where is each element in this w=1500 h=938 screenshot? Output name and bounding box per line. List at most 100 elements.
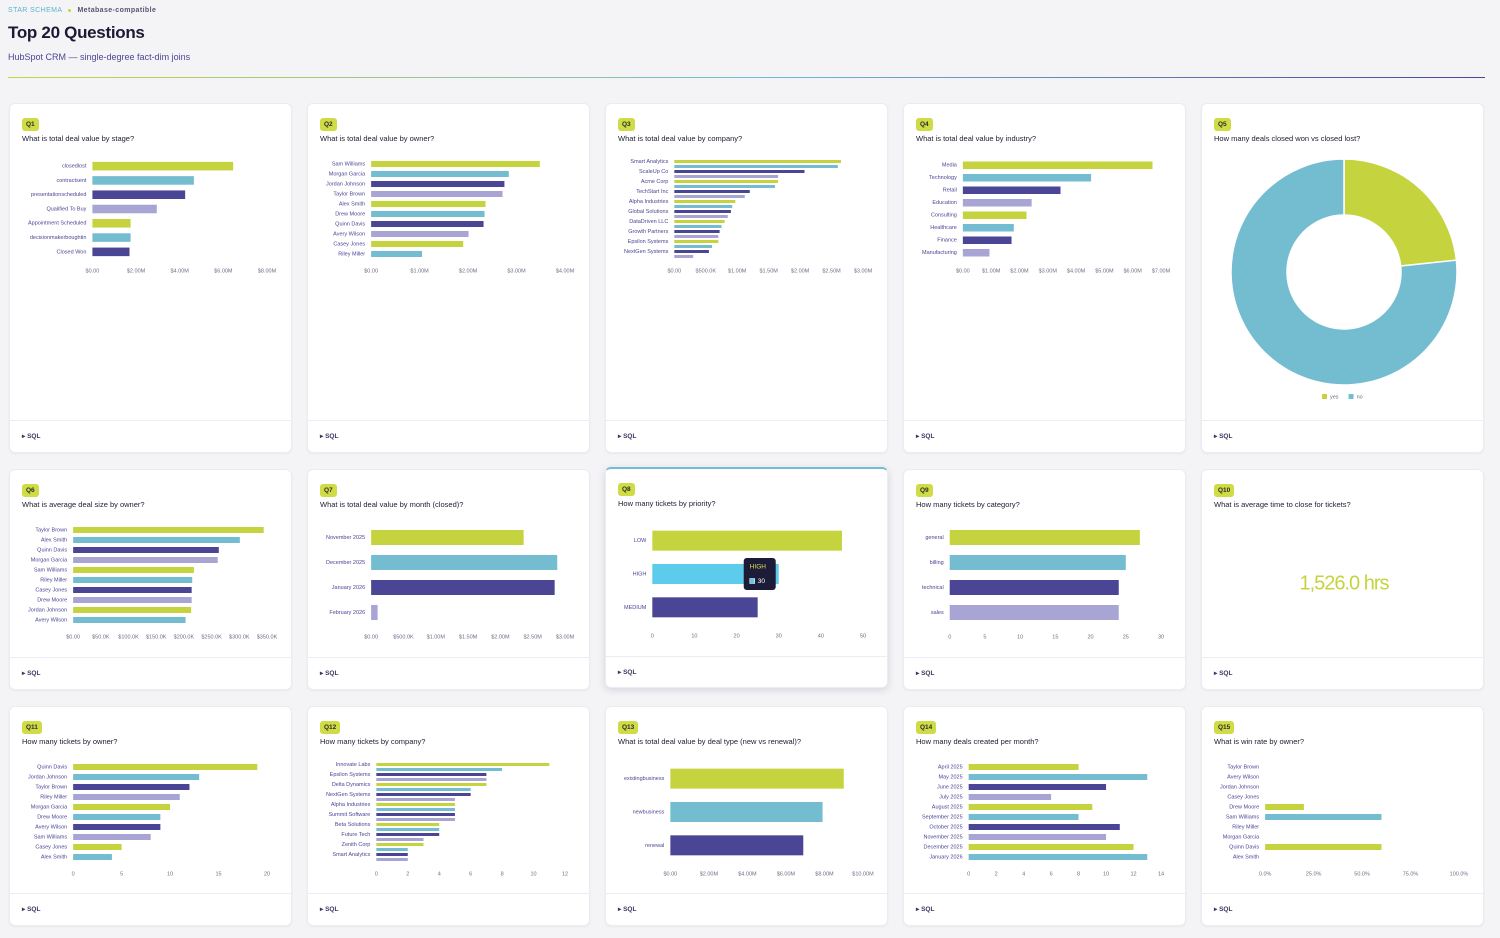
- x-tick-label: $2.50M: [822, 268, 841, 274]
- bar: [73, 794, 180, 800]
- card-footer-line: [606, 656, 887, 657]
- sql-toggle[interactable]: SQL: [618, 905, 636, 913]
- category-label: Taylor Brown: [35, 784, 67, 790]
- category-label: Media: [942, 163, 958, 169]
- category-label: Healthcare: [930, 225, 957, 231]
- bar: [371, 555, 558, 570]
- legend-label: no: [1357, 394, 1363, 400]
- x-tick-label: $3.00M: [556, 634, 575, 640]
- category-label: Avery Wilson: [35, 617, 67, 623]
- bar: [674, 170, 805, 173]
- bar: [376, 803, 455, 806]
- x-tick-label: $3.00M: [1039, 268, 1058, 274]
- bar: [376, 818, 455, 821]
- sql-toggle[interactable]: SQL: [1214, 432, 1232, 440]
- x-tick-label: 20: [1088, 634, 1094, 640]
- x-tick-label: $500.0K: [393, 634, 414, 640]
- bar: [674, 210, 731, 213]
- question-card: Q7 What is total deal value by month (clo…: [307, 469, 590, 690]
- x-tick-label: $150.0K: [146, 634, 167, 640]
- sql-toggle[interactable]: SQL: [22, 905, 40, 913]
- tooltip-swatch: [749, 578, 755, 584]
- divider: [8, 77, 1485, 78]
- category-label: May 2025: [939, 774, 963, 780]
- bar: [968, 834, 1107, 840]
- x-tick-label: 0: [72, 871, 75, 877]
- sql-toggle[interactable]: SQL: [618, 432, 636, 440]
- bar: [652, 597, 758, 618]
- category-label: Education: [932, 200, 956, 206]
- x-tick-label: $1.00M: [410, 268, 429, 274]
- sql-toggle[interactable]: SQL: [916, 669, 934, 677]
- category-label: Drew Moore: [335, 211, 365, 217]
- card-footer-line: [1202, 420, 1483, 421]
- bar: [73, 824, 161, 830]
- sql-toggle[interactable]: SQL: [320, 905, 338, 913]
- category-label: TechStart Inc: [636, 189, 668, 195]
- bar: [371, 605, 378, 620]
- category-label: NextGen Systems: [624, 249, 669, 255]
- sql-toggle[interactable]: SQL: [320, 432, 338, 440]
- card-footer-line: [10, 893, 291, 894]
- category-label: Drew Moore: [1229, 804, 1259, 810]
- bar: [73, 764, 258, 770]
- metric-value: 1,526.0 hrs: [1299, 572, 1389, 594]
- bar: [674, 180, 779, 183]
- x-tick-label: $0.00: [663, 871, 677, 877]
- question-badge: Q1: [22, 118, 39, 131]
- card-footer-line: [1202, 893, 1483, 894]
- sql-toggle[interactable]: SQL: [916, 905, 934, 913]
- sql-toggle[interactable]: SQL: [22, 669, 40, 677]
- x-tick-label: $300.0K: [229, 634, 250, 640]
- category-label: June 2025: [937, 784, 963, 790]
- category-label: NextGen Systems: [326, 792, 371, 798]
- bar: [962, 174, 1092, 182]
- card-footer-line: [904, 657, 1185, 658]
- category-label: renewal: [645, 843, 664, 849]
- bar: [371, 171, 509, 177]
- bar: [670, 835, 804, 856]
- sql-toggle[interactable]: SQL: [320, 669, 338, 677]
- bar: [674, 165, 838, 168]
- x-tick-label: $350.0K: [257, 634, 278, 640]
- bar: [73, 597, 192, 603]
- sql-toggle[interactable]: SQL: [618, 668, 636, 676]
- category-label: DataDriven LLC: [629, 219, 668, 225]
- category-label: Casey Jones: [1227, 794, 1259, 800]
- category-label: Alpha Industries: [629, 199, 669, 205]
- sql-toggle[interactable]: SQL: [22, 432, 40, 440]
- bar: [376, 768, 503, 771]
- separator: [68, 8, 72, 12]
- bar: [968, 824, 1120, 830]
- sql-toggle[interactable]: SQL: [1214, 669, 1232, 677]
- bar: [1265, 844, 1382, 850]
- category-label: Alpha Industries: [331, 802, 371, 808]
- x-tick-label: 10: [530, 871, 536, 877]
- category-label: decisionmakerboughtin: [30, 235, 87, 241]
- sql-toggle[interactable]: SQL: [916, 432, 934, 440]
- x-tick-label: 0: [651, 633, 654, 639]
- subtitle: HubSpot CRM — single-degree fact-dim joi…: [8, 52, 191, 62]
- question-badge: Q4: [916, 118, 933, 131]
- sql-toggle[interactable]: SQL: [1214, 905, 1232, 913]
- category-label: Taylor Brown: [333, 191, 365, 197]
- bar: [674, 200, 736, 203]
- bar: [376, 823, 440, 826]
- category-label: January 2026: [332, 585, 365, 591]
- category-label: Drew Moore: [37, 814, 67, 820]
- bar: [670, 802, 823, 822]
- question-text: What is average deal size by owner?: [22, 500, 145, 509]
- x-tick-label: 8: [501, 871, 504, 877]
- bar: [376, 808, 455, 811]
- category-label: Closed Won: [57, 249, 87, 255]
- card-footer-line: [308, 657, 589, 658]
- category-label: general: [925, 535, 943, 541]
- question-card: Q12 How many tickets by company? Innovate …: [307, 706, 590, 926]
- category-label: September 2025: [922, 814, 963, 820]
- legend-swatch: [1348, 394, 1354, 399]
- bar: [92, 233, 131, 242]
- x-tick-label: 25.0%: [1306, 871, 1322, 877]
- card-footer-line: [606, 420, 887, 421]
- question-badge: Q9: [916, 484, 933, 497]
- x-tick-label: $0.00: [364, 634, 378, 640]
